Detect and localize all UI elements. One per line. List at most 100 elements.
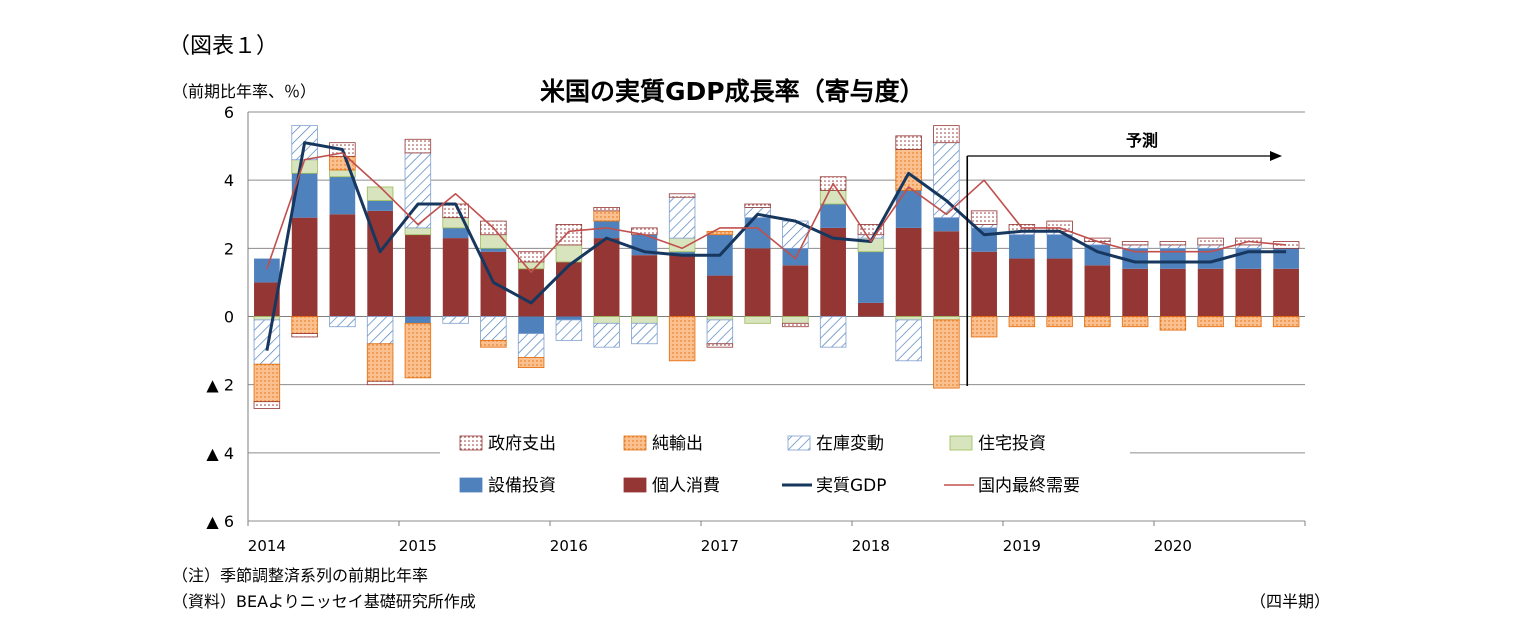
bar-segment [518, 316, 544, 334]
bar-segment [366, 186, 394, 202]
bar-segment [744, 203, 771, 208]
bar-segment [329, 214, 356, 317]
bar-segment [517, 356, 545, 369]
bar-segment [1197, 244, 1224, 249]
bar-segment [1084, 265, 1111, 317]
bar-segment [1046, 258, 1073, 317]
bar-segment [631, 316, 658, 324]
legend-background [440, 420, 1130, 508]
bar-segment [782, 322, 809, 328]
bar-segment [555, 319, 583, 341]
bar-segment [442, 316, 469, 324]
bar-segment [933, 231, 960, 317]
y-tick-label: 0 [224, 308, 234, 327]
bar-segment [895, 319, 922, 362]
bar-segment [1121, 241, 1149, 246]
bar-segment [971, 251, 997, 317]
bar-segment [971, 227, 997, 252]
bar-segment [593, 316, 620, 324]
bar-segment [668, 193, 696, 198]
x-tick-label: 2015 [399, 537, 437, 555]
footnote: （注）季節調整済系列の前期比年率 [172, 566, 429, 585]
bar-segment [253, 363, 281, 403]
legend-entry: 設備投資 [488, 476, 556, 496]
bar-segment [669, 255, 695, 317]
bar-segment [1235, 316, 1262, 328]
bar-segment [480, 339, 507, 348]
bar-segment [1197, 237, 1224, 246]
bar-segment [1009, 258, 1035, 317]
bar-segment [1159, 244, 1187, 249]
bar-segment [1160, 268, 1186, 317]
bar-segment [1160, 248, 1186, 269]
bar-segment [631, 255, 658, 317]
legend-swatch [459, 435, 483, 451]
bar-segment [970, 210, 998, 225]
legend-entry: 国内最終需要 [978, 476, 1080, 496]
bar-segment [404, 138, 432, 154]
bar-segment [1235, 268, 1262, 317]
bar-segment [329, 176, 356, 215]
bar-segment [895, 227, 922, 317]
bar-segment [895, 316, 922, 321]
bar-segment [405, 234, 431, 317]
bar-segment [1159, 316, 1187, 331]
bar-segment [253, 319, 281, 365]
bar-segment [857, 224, 885, 236]
bar-segment [366, 316, 394, 345]
legend-swatch [787, 435, 811, 451]
bar-segment [631, 322, 658, 345]
bar-segment [1121, 316, 1149, 328]
bar-segment [668, 316, 696, 362]
bar-segment [858, 302, 884, 317]
bar-segment [1122, 248, 1148, 269]
bar-segment [556, 316, 582, 320]
bar-segment [442, 238, 469, 317]
bar-segment [707, 275, 733, 317]
bar-segment [517, 251, 545, 263]
bar-segment [933, 125, 960, 144]
legend-swatch [949, 435, 973, 451]
bar-segment [1046, 220, 1073, 232]
bar-segment [706, 319, 734, 345]
x-tick-label: 2018 [852, 537, 890, 555]
legend-swatch [623, 477, 647, 493]
legend-entry: 実質GDP [816, 476, 887, 496]
bar-segment [366, 343, 394, 382]
bar-segment [291, 316, 318, 334]
bar-segment [895, 190, 922, 228]
bars [253, 125, 1300, 409]
axes: 6 4 2 0 ▲ 2 ▲ 4 ▲ 6 2014 2015 2016 2017 2018 2019 202… [206, 103, 1306, 555]
x-axis-period-label: （四半期） [1250, 592, 1331, 611]
bar-segment [1046, 316, 1073, 328]
y-axis-unit-label: （前期比年率、％） [172, 82, 317, 101]
legend-entry: 政府支出 [488, 434, 556, 454]
x-tick-label: 2019 [1003, 537, 1041, 555]
legend-entry: 純輸出 [652, 434, 703, 454]
bar-segment [744, 316, 771, 324]
bar-segment [329, 316, 356, 328]
bar-segment [593, 210, 620, 222]
bar-segment [1197, 248, 1224, 269]
bar-segment [404, 227, 432, 236]
legend-swatch [459, 477, 483, 493]
bar-segment [1008, 316, 1036, 328]
y-tick-label: ▲ 4 [206, 444, 234, 463]
bar-segment [517, 333, 545, 358]
bar-segment [1009, 234, 1035, 259]
bar-segment [1159, 241, 1187, 246]
lines [265, 141, 1287, 351]
bar-segment [820, 204, 846, 228]
bar-segment [706, 316, 734, 321]
bar-segment [895, 135, 922, 150]
bar-segment [857, 234, 885, 239]
y-tick-label: ▲ 2 [206, 376, 234, 395]
bar-segment [668, 196, 696, 239]
bar-segment [1084, 244, 1111, 266]
bar-segment [1273, 268, 1299, 317]
bar-segment [253, 401, 281, 409]
bar-segment [291, 333, 318, 338]
forecast-arrowhead [1270, 151, 1282, 161]
bar-segment [1272, 241, 1300, 249]
x-tick-label: 2020 [1154, 537, 1192, 555]
